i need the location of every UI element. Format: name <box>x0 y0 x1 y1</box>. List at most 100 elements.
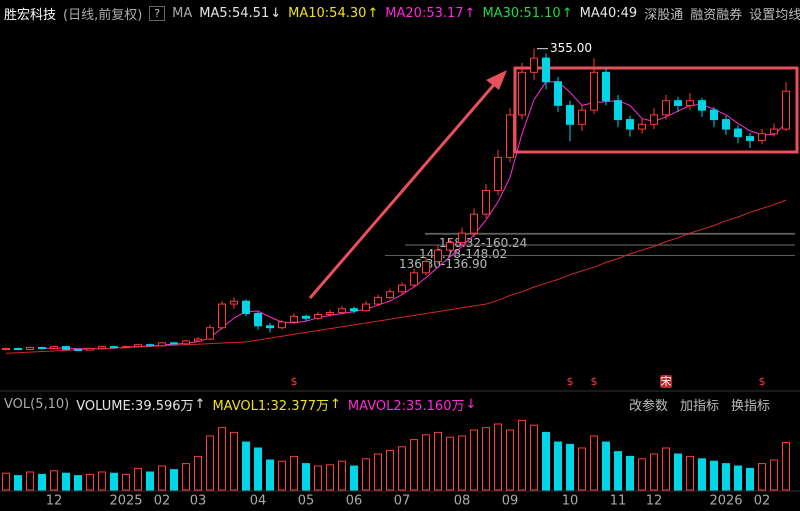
volume-arrow: ↑ <box>194 396 206 412</box>
x-tick-label: 2025 <box>109 494 142 509</box>
candle-body <box>14 348 22 351</box>
candle-body <box>110 346 118 349</box>
level-zone <box>405 244 795 246</box>
candle-body <box>278 321 286 329</box>
header: 胜宏科技 (日线,前复权) ? MA MA5:54.51 ↓ MA10:54.30 ↑… <box>4 2 800 24</box>
tool-button[interactable]: 换指标 <box>730 398 770 414</box>
level-zone <box>425 232 795 235</box>
candle-body <box>362 303 370 312</box>
x-tick-label: 07 <box>394 494 411 509</box>
candle-body <box>446 242 454 251</box>
candle-body <box>626 119 634 130</box>
x-tick-label: 02 <box>154 494 171 509</box>
ma-line <box>5 199 787 354</box>
stock-name: 胜宏科技 <box>4 7 57 23</box>
volume-bar <box>230 431 238 491</box>
candle-body <box>146 344 154 347</box>
candle-body <box>98 346 106 350</box>
candle-body <box>614 100 622 121</box>
ma-arrow: ↑ <box>561 5 573 21</box>
candle-body <box>230 300 238 305</box>
volume-arrow: ↓ <box>465 396 477 412</box>
event-badge <box>756 375 768 388</box>
candle-body <box>158 342 166 347</box>
candle-body <box>290 315 298 323</box>
volume-value: VOLUME:39.596万 <box>76 398 194 414</box>
x-tick-label: 02 <box>754 494 771 509</box>
candle-body <box>326 312 334 315</box>
volume-bar <box>446 436 454 491</box>
tool-button[interactable]: 改参数 <box>628 398 668 414</box>
arrow-head <box>486 70 507 90</box>
candle-body <box>470 213 478 234</box>
volume-header: VOL(5,10) VOLUME:39.596万 ↑ MAVOL1:32.377万 ↑… <box>4 393 476 415</box>
volume-bar <box>554 441 562 491</box>
volume-bar <box>98 471 106 491</box>
header-link[interactable]: 设置均线 <box>749 7 800 23</box>
x-tick-label: 10 <box>562 494 579 509</box>
x-tick-label: 12 <box>46 494 63 509</box>
volume-bar <box>386 449 394 491</box>
x-tick-label: 2026 <box>709 494 742 509</box>
volume-title: VOL(5,10) <box>4 396 70 412</box>
volume-bar <box>722 463 730 491</box>
candle-body <box>386 291 394 298</box>
candle-body <box>182 340 190 345</box>
help[interactable]: ? <box>149 5 166 21</box>
candle-body <box>506 114 514 158</box>
ma-line <box>41 81 787 350</box>
ma-arrow: ↓ <box>270 5 282 21</box>
event-badge <box>660 375 672 388</box>
volume-bar <box>542 431 550 491</box>
volume-bar <box>50 470 58 491</box>
volume-bar <box>530 424 538 491</box>
volume-bar <box>2 472 10 491</box>
header-link[interactable]: 融资融券 <box>690 7 743 23</box>
header-link[interactable]: 深股通 <box>644 7 684 23</box>
volume-bar <box>482 427 490 491</box>
candle-body <box>530 57 538 73</box>
volume-bar <box>734 465 742 491</box>
candle-body <box>374 296 382 305</box>
x-tick-label: 09 <box>502 494 519 509</box>
volume-value: MAVOL2:35.160万 <box>347 398 465 414</box>
candle-body <box>86 348 94 351</box>
volume-bar <box>86 473 94 491</box>
candle-body <box>542 57 550 83</box>
candle-body <box>62 346 70 350</box>
volume-bar <box>434 431 442 491</box>
candle-body <box>422 260 430 274</box>
candle-body <box>554 81 562 106</box>
candle-body <box>674 100 682 106</box>
volume-bar <box>194 455 202 491</box>
volume-bar <box>494 423 502 491</box>
candle-body <box>134 344 142 348</box>
volume-bar <box>134 467 142 491</box>
volume-bar <box>638 458 646 491</box>
period: (日线,前复权) <box>63 7 143 23</box>
volume-bar <box>626 455 634 491</box>
volume-bar <box>470 429 478 491</box>
volume-bar <box>146 471 154 491</box>
volume-bar <box>314 465 322 491</box>
ma-value: MA30:51.10 <box>482 5 561 21</box>
volume-bar <box>206 435 214 491</box>
candle-body <box>770 128 778 135</box>
event-label: $ <box>567 375 574 388</box>
candle-body <box>722 119 730 130</box>
volume-bar <box>770 459 778 491</box>
x-tick-label: 08 <box>454 494 471 509</box>
tool-button[interactable]: 加指标 <box>679 398 719 414</box>
x-tick-label: 05 <box>298 494 315 509</box>
volume-bar <box>302 463 310 491</box>
candle-body <box>734 128 742 138</box>
event-badge <box>288 375 300 388</box>
ma-arrow: ↑ <box>464 5 476 21</box>
highlight-box <box>513 66 799 154</box>
volume-arrow: ↑ <box>330 396 341 412</box>
volume-bar <box>686 455 694 491</box>
volume-bar <box>614 451 622 491</box>
volume-bar <box>338 460 346 491</box>
